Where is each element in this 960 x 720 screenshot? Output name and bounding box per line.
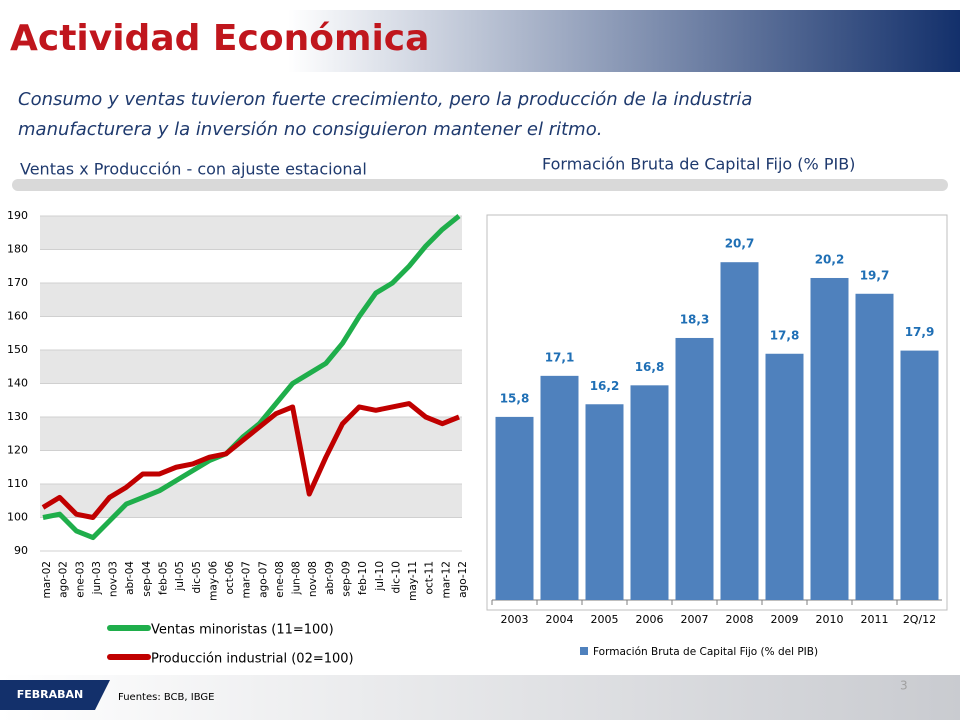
x-tick-label: nov-08 — [307, 561, 319, 597]
x-tick-label: sep-04 — [141, 561, 153, 597]
data-label: 17,9 — [905, 325, 935, 339]
data-label: 16,8 — [635, 360, 665, 374]
x-tick-label: ene-08 — [274, 561, 286, 598]
x-tick-label: 2007 — [681, 613, 709, 626]
data-label: 18,3 — [680, 312, 710, 326]
x-tick-label: mar-07 — [241, 561, 253, 598]
y-tick-label: 120 — [7, 444, 28, 457]
data-label: 17,1 — [545, 350, 575, 364]
y-tick-label: 180 — [7, 243, 28, 256]
grid-band — [40, 350, 462, 384]
chart-title: Ventas x Producción - con ajuste estacio… — [20, 160, 367, 179]
y-tick-label: 130 — [7, 410, 28, 423]
bar — [720, 262, 759, 600]
x-tick-label: may-06 — [207, 561, 219, 601]
bar — [765, 353, 804, 600]
grid-band — [40, 216, 462, 250]
data-label: 19,7 — [860, 268, 890, 282]
x-tick-label: dic-10 — [390, 561, 402, 594]
x-tick-label: ago-02 — [58, 561, 70, 598]
x-tick-label: 2011 — [861, 613, 889, 626]
y-tick-label: 140 — [7, 377, 28, 390]
y-tick-label: 170 — [7, 276, 28, 289]
x-tick-label: 2004 — [546, 613, 574, 626]
y-tick-label: 190 — [7, 209, 28, 222]
x-tick-label: 2003 — [501, 613, 529, 626]
bar — [810, 277, 849, 600]
x-tick-label: feb-10 — [357, 561, 369, 595]
x-tick-label: oct-06 — [224, 561, 236, 595]
x-tick-label: jun-08 — [291, 561, 303, 595]
footer-band — [0, 675, 960, 720]
bar — [900, 350, 939, 600]
data-label: 17,8 — [770, 328, 800, 342]
page-number: 3 — [900, 679, 908, 693]
legend-label: Ventas minoristas (11=100) — [151, 623, 334, 638]
sources: Fuentes: BCB, IBGE — [118, 692, 214, 703]
subtitle: manufacturera y la inversión no consigui… — [18, 119, 602, 140]
x-tick-label: 2008 — [726, 613, 754, 626]
legend-label: Producción industrial (02=100) — [151, 652, 354, 667]
legend-swatch — [580, 647, 588, 655]
logo-bg — [0, 680, 110, 710]
y-tick-label: 90 — [14, 544, 28, 557]
data-label: 20,7 — [725, 237, 755, 251]
bar — [540, 375, 579, 600]
bar — [585, 404, 624, 600]
bar — [630, 385, 669, 600]
y-tick-label: 100 — [7, 511, 28, 524]
line — [42, 214, 461, 541]
x-tick-label: jul-05 — [174, 561, 186, 592]
x-tick-label: mar-12 — [440, 561, 452, 598]
subtitle: Consumo y ventas tuvieron fuerte crecimi… — [18, 89, 752, 110]
bar — [675, 337, 714, 600]
grid-band — [40, 484, 462, 518]
data-label: 16,2 — [590, 379, 620, 393]
bar — [855, 293, 894, 600]
y-tick-label: 110 — [7, 477, 28, 490]
x-tick-label: 2010 — [816, 613, 844, 626]
grid-band — [40, 283, 462, 317]
x-tick-label: mar-02 — [41, 561, 53, 598]
divider — [12, 179, 948, 191]
x-tick-label: ene-03 — [74, 561, 86, 598]
x-tick-label: feb-05 — [157, 561, 169, 595]
x-tick-label: jul-10 — [374, 561, 386, 592]
legend-label: Formación Bruta de Capital Fijo (% del P… — [593, 646, 818, 658]
title: Actividad Económica — [10, 18, 429, 59]
x-tick-label: nov-03 — [108, 561, 120, 597]
line — [41, 401, 460, 520]
x-tick-label: 2009 — [771, 613, 799, 626]
x-tick-label: 2005 — [591, 613, 619, 626]
x-tick-label: abr-04 — [124, 561, 136, 595]
x-tick-label: abr-09 — [324, 561, 336, 595]
x-tick-label: sep-09 — [341, 561, 353, 597]
data-label: 20,2 — [815, 252, 845, 266]
x-tick-label: oct-11 — [424, 561, 436, 594]
chart-title: Formación Bruta de Capital Fijo (% PIB) — [542, 155, 855, 174]
header-band — [0, 10, 960, 72]
bar — [495, 416, 534, 600]
x-tick-label: 2006 — [636, 613, 664, 626]
x-tick-label: dic-05 — [191, 561, 203, 594]
x-tick-label: 2Q/12 — [903, 613, 936, 626]
logo: FEBRABAN — [17, 688, 84, 701]
x-tick-label: may-11 — [407, 561, 419, 601]
data-label: 15,8 — [500, 391, 530, 405]
y-tick-label: 160 — [7, 310, 28, 323]
x-tick-label: jun-03 — [91, 561, 103, 595]
x-tick-label: ago-07 — [257, 561, 269, 598]
y-tick-label: 150 — [7, 343, 28, 356]
x-tick-label: ago-12 — [457, 561, 469, 598]
